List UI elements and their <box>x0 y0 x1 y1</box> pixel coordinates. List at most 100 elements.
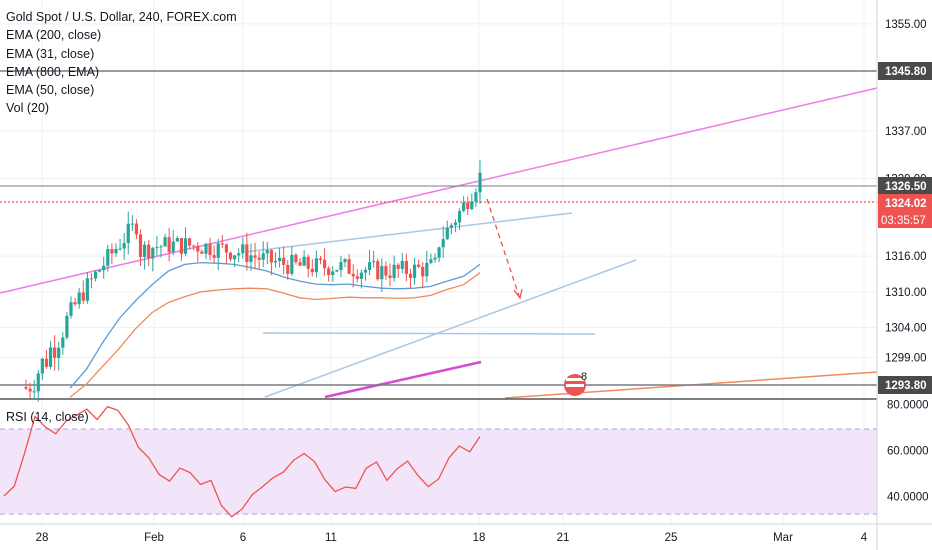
rsi-tick-label: 40.0000 <box>887 491 929 503</box>
candle-body <box>339 261 343 271</box>
candle-body <box>98 270 102 272</box>
blue-horizontal-support <box>262 332 596 335</box>
candle-body <box>380 266 384 280</box>
price-tick-label: 1355.00 <box>885 19 927 31</box>
candle-body <box>470 201 474 210</box>
candle-body <box>412 264 417 278</box>
candle-body <box>36 373 40 392</box>
candle-body <box>310 268 314 273</box>
price-tick-label: 1316.00 <box>885 251 927 263</box>
time-tick-label: 6 <box>240 532 246 544</box>
candle-body <box>159 246 163 248</box>
candle-body <box>327 268 331 276</box>
time-tick-label: 18 <box>473 532 486 544</box>
price-tick-label: 1337.00 <box>885 126 927 138</box>
rsi-line <box>3 405 481 518</box>
candle-body <box>286 264 290 274</box>
candle-body <box>32 391 36 393</box>
chart-title: Gold Spot / U.S. Dollar, 240, FOREX.com <box>6 10 237 24</box>
candle-body <box>331 271 335 276</box>
flag-marker[interactable]: 8 <box>564 371 587 396</box>
rsi-axis[interactable]: 80.0000 60.0000 40.0000 <box>887 400 929 504</box>
candle-body <box>290 254 294 274</box>
candle-body <box>192 245 196 247</box>
rsi-tick-label: 60.0000 <box>887 446 929 458</box>
candle-body <box>347 259 351 274</box>
candle-body <box>179 238 184 254</box>
indicator-volume[interactable]: Vol (20) <box>6 101 50 116</box>
candle-body <box>425 262 429 277</box>
support-badge <box>878 376 932 394</box>
candle-body <box>151 247 155 259</box>
candle-body <box>143 244 147 258</box>
candle-body <box>28 388 32 392</box>
magenta-short-line <box>324 360 482 399</box>
time-tick-label: 28 <box>36 532 49 544</box>
pink-upper-trendline <box>0 87 878 294</box>
chart-legend: Gold Spot / U.S. Dollar, 240, FOREX.com … <box>6 8 237 118</box>
candle-body <box>61 337 65 348</box>
time-axis[interactable]: 28 Feb 6 11 18 21 25 Mar 4 <box>0 523 932 544</box>
time-tick-label: 4 <box>861 532 868 544</box>
candle-body <box>478 172 482 193</box>
current-price-badge <box>878 194 932 228</box>
ema-50-line <box>69 272 481 398</box>
candle-body <box>224 244 229 253</box>
candle-body <box>404 260 408 274</box>
indicator-ema-800[interactable]: EMA (800, EMA) <box>6 64 100 79</box>
candle-body <box>220 243 224 245</box>
candle-body <box>69 302 73 316</box>
candle-body <box>282 257 286 265</box>
price-badges: 1345.80 1326.50 1324.02 03:35:57 1293.80 <box>878 62 932 394</box>
candle-body <box>118 248 122 250</box>
time-tick-label: 25 <box>665 532 678 544</box>
price-axis[interactable]: 1355.001337.001329.001316.001310.001304.… <box>876 0 927 550</box>
time-tick-label: 11 <box>325 532 337 544</box>
candle-body <box>429 259 433 263</box>
blue-lower-channel-line <box>264 259 637 398</box>
candle-body <box>253 255 257 258</box>
candle-body <box>433 257 437 260</box>
candle-body <box>421 266 425 277</box>
candle-body <box>171 241 175 253</box>
resistance-badge <box>878 62 932 80</box>
candle-body <box>384 266 388 276</box>
candle-body <box>48 347 53 367</box>
candle-body <box>134 223 139 235</box>
candle-body <box>359 272 363 279</box>
candle-body <box>40 358 44 374</box>
candle-body <box>462 202 466 212</box>
candle-body <box>261 253 265 260</box>
candle-body <box>57 347 61 358</box>
candle-body <box>155 247 159 249</box>
indicator-ema-31[interactable]: EMA (31, close) <box>6 46 95 61</box>
rsi-legend[interactable]: RSI (14, close) <box>6 410 89 424</box>
blue-upper-channel-line <box>244 212 573 253</box>
candle-body <box>417 264 421 267</box>
projection-arrowhead <box>513 288 523 300</box>
candle-body <box>351 273 355 277</box>
candle-body <box>343 259 347 262</box>
candle-body <box>204 243 208 254</box>
candle-body <box>457 211 462 223</box>
candle-body <box>355 276 359 279</box>
indicator-ema-200[interactable]: EMA (200, close) <box>6 28 102 43</box>
candle-body <box>200 251 204 254</box>
resistance-badge-label: 1345.80 <box>885 66 927 78</box>
candle-body <box>376 261 380 280</box>
price-tick-label: 1304.00 <box>885 323 927 335</box>
candle-body <box>302 256 306 266</box>
rsi-band-fill <box>0 429 877 514</box>
candle-body <box>449 225 453 228</box>
candle-body <box>183 238 188 254</box>
candle-body <box>163 237 167 247</box>
candles <box>24 160 482 402</box>
candle-body <box>77 292 81 305</box>
price-levels <box>0 70 877 400</box>
indicator-ema-50[interactable]: EMA (50, close) <box>6 83 95 98</box>
candle-body <box>437 247 441 258</box>
candle-body <box>130 223 134 225</box>
time-tick-label: Feb <box>144 532 164 544</box>
candle-body <box>269 250 274 263</box>
